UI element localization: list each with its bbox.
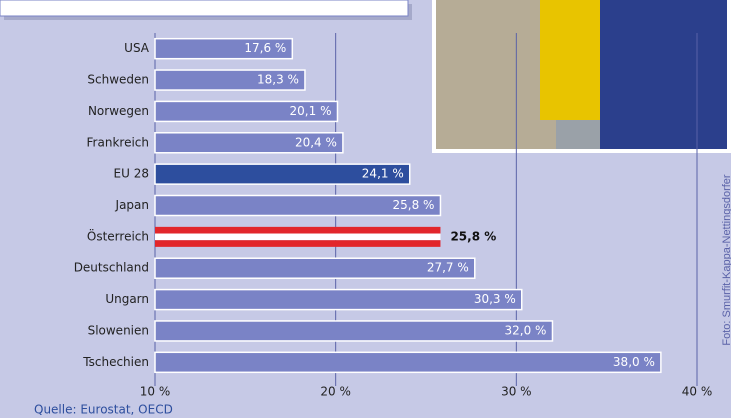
bar bbox=[154, 37, 294, 60]
bar bbox=[154, 351, 662, 374]
photo-credit: Foto: Smurfit-Kappa-Nettingsdorfer bbox=[721, 174, 731, 346]
value-label: 38,0 % bbox=[613, 355, 655, 369]
value-label: 20,4 % bbox=[295, 135, 337, 149]
y-tick-label: USA bbox=[124, 41, 150, 55]
bar-stripe bbox=[155, 240, 441, 247]
y-tick-label: Deutschland bbox=[74, 261, 149, 275]
bar-stripe bbox=[155, 226, 441, 234]
value-label: 30,3 % bbox=[474, 292, 516, 306]
value-label: 20,1 % bbox=[290, 104, 332, 118]
value-label: 17,6 % bbox=[244, 41, 286, 55]
bar bbox=[154, 194, 442, 217]
title-box bbox=[0, 0, 409, 17]
y-tick-label: Japan bbox=[115, 198, 149, 212]
x-tick-label: 10 % bbox=[140, 385, 171, 399]
x-tick-label: 30 % bbox=[501, 385, 532, 399]
source: Quelle: Eurostat, OECD bbox=[34, 403, 173, 417]
photo bbox=[432, 0, 731, 153]
value-label: 25,8 % bbox=[450, 229, 496, 243]
bar-stripe bbox=[155, 233, 441, 241]
bar bbox=[154, 257, 476, 279]
value-label: 32,0 % bbox=[505, 323, 547, 337]
bar bbox=[154, 320, 554, 342]
y-tick-label: Schweden bbox=[87, 73, 149, 87]
y-tick-label: Ungarn bbox=[105, 292, 149, 306]
y-tick-label: Slowenien bbox=[88, 323, 149, 337]
photo-image bbox=[540, 0, 600, 120]
bar bbox=[154, 69, 306, 91]
photo-image bbox=[600, 0, 727, 149]
bar bbox=[155, 226, 441, 247]
value-label: 24,1 % bbox=[362, 167, 404, 181]
y-tick-label: Frankreich bbox=[87, 135, 149, 149]
x-tick-label: 20 % bbox=[320, 385, 351, 399]
y-tick-label: Tschechien bbox=[82, 355, 149, 369]
y-tick-label: Norwegen bbox=[88, 104, 149, 118]
photo-image bbox=[436, 0, 556, 149]
y-tick-label: EU 28 bbox=[114, 167, 149, 181]
bar bbox=[154, 163, 411, 185]
x-tick-label: 40 % bbox=[682, 385, 713, 399]
bar bbox=[154, 100, 339, 123]
y-tick-label: Österreich bbox=[87, 227, 149, 243]
bar bbox=[154, 288, 523, 311]
bar bbox=[154, 132, 344, 154]
value-label: 18,3 % bbox=[257, 73, 299, 87]
value-label: 27,7 % bbox=[427, 261, 469, 275]
value-label: 25,8 % bbox=[393, 198, 435, 212]
